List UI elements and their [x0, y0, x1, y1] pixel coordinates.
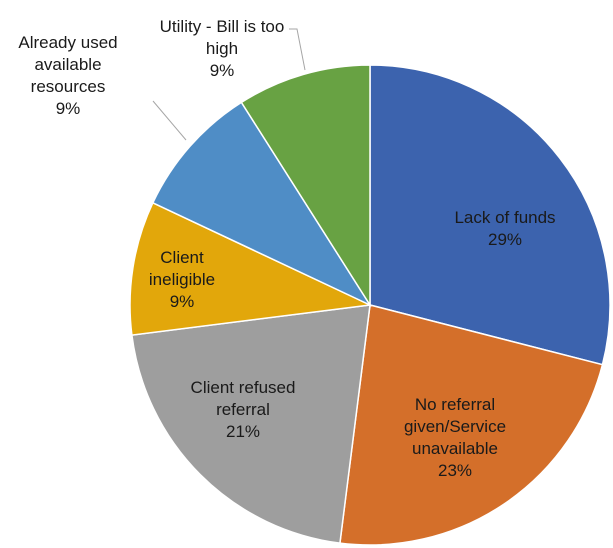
leader-line — [152, 100, 187, 141]
slice-label: Lack of funds 29% — [430, 207, 580, 251]
slice-label: Already used available resources 9% — [9, 32, 127, 120]
value-label: 21% — [225, 422, 261, 441]
category: Lack of funds — [454, 208, 556, 227]
slice-label: Client ineligible 9% — [142, 247, 222, 313]
category: Client ineligible — [148, 248, 216, 289]
value-label: 9% — [209, 61, 235, 80]
category: Client refused referral — [190, 378, 296, 419]
slice-label: Utility - Bill is too high 9% — [152, 16, 292, 82]
slice-label: Client refused referral 21% — [178, 377, 308, 443]
pie-slice — [369, 64, 611, 366]
value-label: 9% — [55, 99, 81, 118]
pie-slice — [240, 64, 371, 308]
pie-slice — [131, 304, 371, 544]
category: Utility - Bill is too high — [159, 17, 285, 58]
pie-slice — [339, 304, 604, 546]
category: Already used available resources — [18, 33, 118, 96]
category: No referral given/Service unavailable — [403, 395, 507, 458]
pie-slice — [151, 101, 373, 307]
value-label: 9% — [169, 292, 195, 311]
pie-slice — [129, 201, 373, 336]
value-label: 29% — [487, 230, 523, 249]
leader-line — [289, 28, 306, 71]
value-label: 23% — [437, 461, 473, 480]
slice-label: No referral given/Service unavailable 23% — [395, 394, 515, 482]
